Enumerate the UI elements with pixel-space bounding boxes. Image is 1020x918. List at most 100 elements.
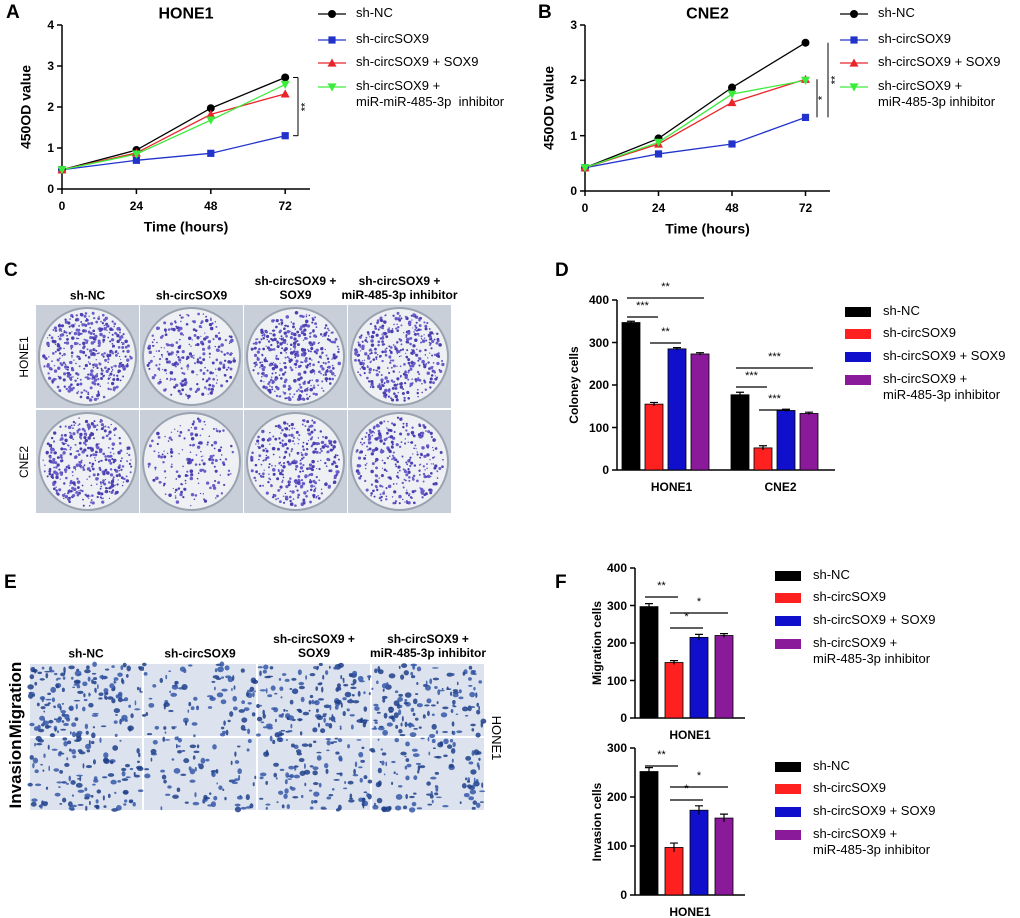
colony — [201, 392, 205, 396]
colony — [320, 492, 323, 495]
colony — [416, 451, 418, 453]
colony — [193, 362, 197, 365]
cell — [84, 796, 90, 800]
cell — [101, 776, 108, 779]
colony — [109, 388, 112, 391]
cell — [29, 674, 35, 680]
colony — [297, 379, 300, 381]
cell — [368, 692, 371, 696]
y-axis-label: Coloney cells — [566, 346, 581, 424]
panel-letter: F — [555, 572, 567, 593]
colony — [204, 332, 206, 334]
colony — [95, 320, 99, 324]
cell — [344, 781, 347, 785]
colony — [114, 364, 117, 368]
y-tick-label: 1 — [570, 128, 577, 143]
colony — [271, 495, 275, 499]
cell — [391, 781, 394, 786]
colony — [382, 442, 386, 445]
colony — [282, 476, 285, 479]
colony — [42, 459, 44, 461]
colony — [196, 445, 201, 449]
colony — [182, 465, 184, 468]
colony — [324, 373, 328, 376]
cell — [175, 743, 178, 749]
colony — [290, 351, 294, 355]
cell — [252, 679, 259, 684]
colony — [160, 455, 164, 459]
cell — [240, 668, 245, 673]
colony — [195, 454, 198, 456]
colony — [258, 446, 261, 450]
cell — [163, 726, 167, 730]
colony — [374, 447, 379, 452]
colony — [206, 379, 209, 382]
colony — [289, 393, 292, 395]
colony — [367, 380, 371, 383]
cell — [192, 755, 196, 760]
colony — [272, 348, 276, 351]
cell — [267, 694, 273, 698]
colony — [276, 344, 280, 349]
colony — [309, 343, 313, 347]
colony — [316, 379, 319, 383]
cell — [160, 806, 163, 811]
cell — [68, 705, 74, 712]
colony — [158, 451, 160, 454]
colony — [411, 349, 415, 353]
colony — [197, 482, 200, 485]
colony — [289, 399, 291, 401]
colony — [284, 492, 287, 495]
cell — [133, 774, 141, 778]
colony — [107, 446, 110, 449]
colony — [205, 318, 209, 323]
legend-swatch — [775, 807, 801, 817]
colony — [70, 424, 73, 427]
colony — [177, 356, 180, 359]
colony — [180, 367, 183, 370]
colony — [79, 447, 83, 451]
colony — [149, 359, 153, 363]
colony — [361, 362, 365, 366]
colony — [303, 502, 306, 505]
colony — [222, 429, 225, 432]
cell — [339, 725, 342, 728]
colony — [103, 374, 106, 377]
cell — [475, 732, 481, 738]
colony — [87, 355, 91, 359]
colony — [370, 339, 374, 343]
colony — [325, 380, 328, 383]
colony — [43, 365, 46, 368]
colony — [100, 427, 104, 431]
colony — [99, 385, 102, 387]
colony — [170, 351, 174, 355]
chart-title: CNE2 — [686, 5, 729, 23]
colony — [187, 363, 189, 366]
colony — [381, 350, 385, 354]
colony — [265, 491, 269, 495]
colony — [163, 450, 165, 452]
colony — [214, 458, 218, 463]
legend-marker — [327, 83, 337, 92]
colony — [175, 500, 180, 504]
cell — [480, 718, 487, 724]
colony — [64, 495, 69, 499]
colony — [428, 341, 431, 344]
colony — [354, 349, 358, 354]
colony — [62, 378, 66, 382]
colony — [418, 373, 421, 376]
cell — [406, 763, 412, 768]
cell — [90, 740, 95, 745]
colony — [100, 459, 103, 462]
colony — [370, 360, 372, 362]
colony — [272, 361, 275, 364]
colony — [309, 387, 314, 392]
colony — [113, 325, 115, 328]
colony — [175, 478, 178, 480]
colony — [275, 498, 278, 501]
cell — [465, 755, 472, 761]
cell — [330, 716, 336, 722]
cell — [466, 780, 471, 783]
cell — [246, 689, 254, 693]
colony — [306, 420, 310, 424]
